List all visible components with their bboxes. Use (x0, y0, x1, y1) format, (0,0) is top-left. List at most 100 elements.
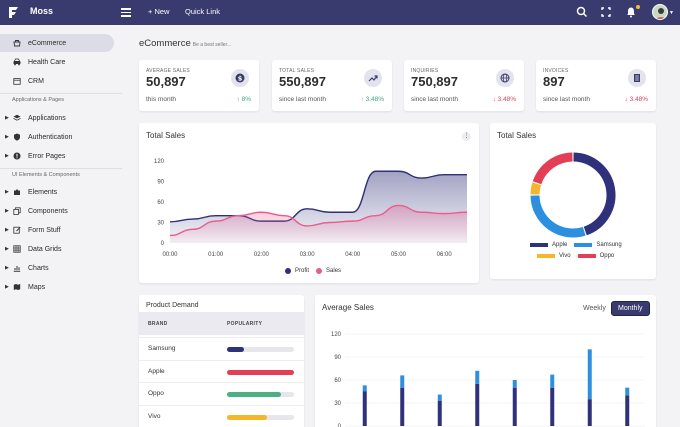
brand-name[interactable]: Moss (30, 6, 54, 16)
chevron-down-icon[interactable]: ▼ (669, 10, 674, 16)
card-title: Average Sales (322, 303, 374, 312)
sidebar-divider (0, 168, 122, 169)
chart-legend: Profit Sales (285, 268, 341, 274)
sidebar-item-form-stuff[interactable]: ▶ Form Stuff (0, 221, 114, 239)
y-tick-label: 30 (334, 401, 341, 407)
menu-toggle-icon[interactable] (121, 8, 131, 17)
legend-label-profit: Profit (295, 268, 310, 274)
brand-cell: Apple (148, 367, 165, 375)
sidebar-item-maps[interactable]: ▶ Maps (0, 278, 114, 296)
arrow-up-icon: ↑ (236, 96, 240, 103)
chevron-right-icon: ▶ (5, 115, 9, 121)
new-button[interactable]: + New (148, 7, 170, 16)
sidebar-item-health-care[interactable]: Health Care (0, 53, 114, 71)
stat-value: 750,897 (411, 74, 458, 89)
bell-icon[interactable] (625, 6, 637, 18)
edit-icon (13, 226, 21, 234)
arrow-down-icon: ↓ (624, 96, 628, 103)
total-sales-area-card: Total Sales ⋮ 120 90 60 30 0 00:00 01:00 02:00 0… (139, 123, 479, 283)
table-row: Vivo (139, 404, 304, 427)
popularity-fill (227, 392, 281, 397)
chart-icon (13, 264, 21, 272)
sidebar-item-ecommerce[interactable]: eCommerce (0, 34, 114, 52)
map-icon (13, 283, 21, 291)
stat-delta: ↓ 3.48% (624, 96, 649, 103)
bar-apple (400, 387, 405, 426)
bar-apple (437, 400, 442, 426)
table-row: Apple (139, 359, 304, 383)
alert-icon (13, 152, 21, 160)
chevron-right-icon: ▶ (5, 189, 9, 195)
sidebar-item-label: Error Pages (28, 152, 66, 160)
sidebar-divider (0, 93, 122, 94)
stat-card-invoices: INVOICES 897 since last month ↓ 3.48% (536, 60, 656, 111)
sidebar-section-ui: UI Elements & Components (12, 172, 80, 178)
weekly-toggle-button[interactable]: Weekly (583, 305, 606, 312)
x-tick-label: 06:00 (437, 252, 453, 258)
bar-samsung (475, 370, 480, 384)
sidebar-item-components[interactable]: ▶ Components (0, 202, 114, 220)
sidebar-item-charts[interactable]: ▶ Charts (0, 259, 114, 277)
legend-swatch-apple (530, 243, 548, 247)
shield-icon (13, 133, 21, 141)
bar-samsung (550, 374, 555, 388)
stat-label: AVERAGE SALES (146, 68, 190, 74)
sidebar-item-label: Health Care (28, 58, 66, 66)
legend-label-samsung: Samsung (596, 242, 622, 248)
quick-link-button[interactable]: Quick Link (185, 7, 221, 16)
sidebar-item-label: Data Grids (28, 245, 62, 253)
bar-samsung (362, 385, 367, 392)
donut-legend-row-2: Vivo Oppo (537, 253, 614, 259)
fullscreen-icon[interactable] (600, 6, 612, 18)
chevron-right-icon: ▶ (5, 284, 9, 290)
monthly-toggle-button[interactable]: Monthly (611, 301, 650, 316)
legend-swatch-vivo (537, 254, 555, 258)
x-tick-label: 04:00 (345, 252, 361, 258)
bar-samsung (587, 349, 592, 400)
bar-apple (475, 383, 480, 426)
avatar[interactable] (652, 4, 668, 20)
calendar-icon (13, 77, 21, 85)
puzzle-icon (13, 188, 21, 196)
y-tick-label: 90 (157, 180, 164, 186)
stat-card-average-sales: AVERAGE SALES 50,897 this month ↑ 8% $ (139, 60, 259, 111)
sidebar-item-elements[interactable]: ▶ Elements (0, 183, 114, 201)
legend-dot-profit (285, 268, 291, 274)
globe-icon (496, 69, 514, 87)
sidebar-item-label: Components (28, 207, 68, 215)
average-sales-card: Average Sales Weekly Monthly 120 90 60 30 0 (315, 295, 656, 427)
stat-card-inquiries: INQUIRIES 750,897 since last month ↓ 3.4… (404, 60, 524, 111)
chevron-right-icon: ▶ (5, 227, 9, 233)
x-tick-label: 00:00 (162, 252, 178, 258)
card-title: Total Sales (146, 131, 186, 140)
donut-slice-oppo (532, 152, 573, 185)
legend-swatch-oppo (577, 254, 596, 258)
bar-apple (550, 387, 555, 426)
more-options-icon[interactable]: ⋮ (462, 132, 471, 141)
brand-cell: Samsung (148, 345, 176, 352)
donut-slice-apple (573, 152, 616, 236)
table-header: BRAND POPULARITY (139, 312, 304, 335)
svg-text:$: $ (238, 74, 243, 82)
arrow-down-icon: ↓ (492, 96, 496, 103)
product-demand-card: Product Demand BRAND POPULARITY Samsung A… (139, 295, 304, 427)
sidebar-item-crm[interactable]: CRM (0, 72, 114, 90)
total-sales-area-chart: 120 90 60 30 0 00:00 01:00 02:00 03:00 04:00 05:00… (154, 159, 468, 258)
y-tick-label: 90 (334, 355, 341, 361)
car-icon (13, 58, 21, 66)
legend-label-oppo: Oppo (599, 253, 615, 259)
column-header-brand: BRAND (148, 321, 168, 327)
sidebar-item-label: Form Stuff (28, 226, 61, 234)
search-icon[interactable] (576, 6, 588, 18)
top-bar: Moss + New Quick Link ▼ (0, 0, 680, 25)
sidebar-item-applications[interactable]: ▶ Applications (0, 109, 114, 127)
y-tick-label: 0 (161, 241, 165, 247)
sidebar-item-authentication[interactable]: ▶ Authentication (0, 128, 114, 146)
sidebar-item-data-grids[interactable]: ▶ Data Grids (0, 240, 114, 258)
chevron-right-icon: ▶ (5, 246, 9, 252)
x-tick-label: 05:00 (391, 252, 407, 258)
brand-cell: Vivo (148, 412, 161, 420)
sidebar-item-label: Charts (28, 264, 49, 272)
sidebar-item-error-pages[interactable]: ▶ Error Pages (0, 147, 114, 165)
y-tick-label: 120 (331, 332, 342, 338)
